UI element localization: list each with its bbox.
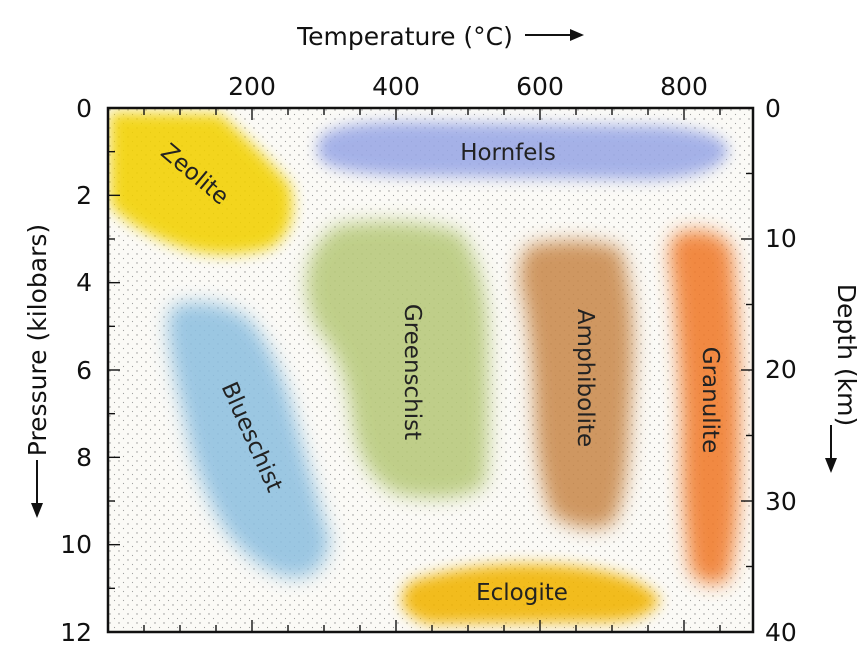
pressure-tick-label-12: 12 [60,618,92,647]
amphibolite-region [519,240,634,529]
depth-tick-label-30: 30 [765,487,797,516]
pressure-tick-label-4: 4 [76,268,92,297]
temperature-tick-label-400: 400 [372,72,420,101]
granulite-label: Granulite [697,347,723,453]
depth-tick-label-20: 20 [765,355,797,384]
hornfels-region [318,121,729,180]
hornfels-label: Hornfels [460,140,556,166]
pressure-tick-label-8: 8 [76,443,92,472]
pressure-tick-label-2: 2 [76,181,92,210]
pressure-arrow-icon [31,460,43,518]
depth-axis: Depth (km) 0 10 20 30 40 [765,94,860,647]
temperature-arrow-icon [525,29,584,41]
temperature-axis-title: Temperature (°C) [296,22,513,51]
greenschist-label: Greenschist [399,304,425,440]
zeolite-region [110,112,293,255]
pressure-tick-label-6: 6 [76,356,92,385]
temperature-tick-label-600: 600 [516,72,564,101]
axis-ticks [107,107,753,633]
depth-tick-label-40: 40 [765,618,797,647]
depth-tick-label-0: 0 [765,94,781,123]
temperature-axis: Temperature (°C) 200 400 600 800 [228,22,708,101]
depth-arrow-icon [825,425,837,473]
pressure-tick-label-0: 0 [76,94,92,123]
granulite-region [669,230,740,585]
temperature-tick-label-800: 800 [660,72,708,101]
blueschist-region [168,302,330,579]
pressure-axis: Pressure (kilobars) 0 2 4 6 8 10 12 [23,94,92,647]
greenschist-region [306,221,489,499]
eclogite-region [401,564,660,624]
pressure-tick-label-10: 10 [60,530,92,559]
pressure-axis-title: Pressure (kilobars) [23,224,52,456]
depth-axis-title: Depth (km) [832,284,860,426]
amphibolite-label: Amphibolite [572,309,598,447]
eclogite-label: Eclogite [476,580,568,606]
depth-tick-label-10: 10 [765,224,797,253]
temperature-tick-label-200: 200 [228,72,276,101]
facies-regions [110,112,740,624]
